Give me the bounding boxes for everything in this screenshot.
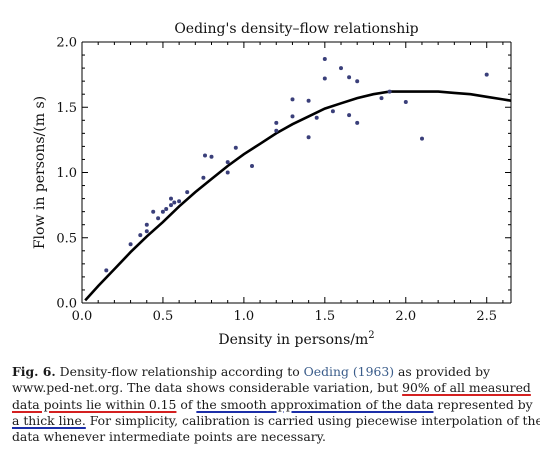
data-point xyxy=(144,222,149,227)
data-point xyxy=(151,209,156,214)
data-point xyxy=(379,96,384,101)
density-flow-chart: Oeding's density–flow relationship 0.0 0.5… xyxy=(32,21,512,348)
data-point xyxy=(339,66,343,71)
data-point xyxy=(203,153,207,158)
data-point xyxy=(225,160,230,165)
x-tick-label: 2.5 xyxy=(476,309,497,324)
data-point xyxy=(144,229,149,234)
caption-text: For simplicity, calibration is carried u… xyxy=(85,412,540,428)
data-point xyxy=(201,175,206,180)
caption-text: www.ped-net.org. The data shows consider… xyxy=(12,380,403,396)
caption-line: www.ped-net.org. The data shows consider… xyxy=(12,380,532,396)
caption-line: a thick line. For simplicity, calibratio… xyxy=(12,412,540,429)
x-tick-label: 1.0 xyxy=(234,309,255,324)
data-point xyxy=(104,268,109,273)
data-point xyxy=(387,89,392,94)
figure-label: Fig. 6. xyxy=(12,364,56,379)
data-point xyxy=(314,115,319,120)
caption-text: 90% of all measured xyxy=(402,380,531,396)
data-point xyxy=(484,72,489,77)
y-tick-label: 0.5 xyxy=(56,231,77,246)
data-point xyxy=(169,196,173,201)
chart-area: Oeding's density–flow relationship 0.0 0.5… xyxy=(32,21,512,348)
citation-link[interactable]: Oeding (1963) xyxy=(303,364,395,379)
caption-text: of xyxy=(176,396,197,412)
data-point xyxy=(322,76,327,81)
data-point xyxy=(172,200,177,205)
data-point xyxy=(274,120,279,125)
y-tick-label: 0.0 xyxy=(56,297,77,312)
data-point xyxy=(177,199,182,204)
data-point xyxy=(164,207,169,211)
figure-caption: Fig. 6. Density-flow relationship accord… xyxy=(12,364,540,445)
caption-text: represented by xyxy=(433,396,533,412)
y-tick-label: 1.0 xyxy=(56,166,77,181)
data-point xyxy=(330,109,335,114)
data-point xyxy=(274,128,279,133)
data-point xyxy=(420,136,424,141)
caption-text: data whenever intermediate points are ne… xyxy=(12,429,326,445)
data-point xyxy=(403,100,408,104)
data-point xyxy=(185,190,190,195)
caption-line: Fig. 6. Density-flow relationship accord… xyxy=(12,364,532,380)
chart-title: Oeding's density–flow relationship xyxy=(174,21,418,37)
y-tick-label: 2.0 xyxy=(56,36,77,51)
x-tick-label: 0.5 xyxy=(153,309,174,324)
data-point xyxy=(156,216,161,221)
data-point xyxy=(322,57,327,61)
caption-line: data whenever intermediate points are ne… xyxy=(12,429,532,445)
data-point xyxy=(225,170,230,175)
data-point xyxy=(347,113,352,118)
data-point xyxy=(347,75,352,80)
caption-text: a thick line. xyxy=(12,412,86,428)
fit-curve xyxy=(84,90,512,302)
x-axis-title-superscript: 2 xyxy=(368,330,374,341)
caption-text: as provided by xyxy=(394,364,491,379)
data-point xyxy=(290,97,295,102)
data-point xyxy=(128,242,133,247)
data-point xyxy=(306,98,311,103)
caption-text: Density-flow relationship according to xyxy=(55,364,304,379)
x-tick-label: 2.0 xyxy=(395,309,416,324)
data-point xyxy=(250,164,254,168)
y-axis-title: Flow in persons/(m s) xyxy=(32,96,48,249)
data-point xyxy=(138,233,143,238)
caption-text: data points lie within 0.15 xyxy=(12,396,177,412)
data-point xyxy=(355,79,360,84)
data-point xyxy=(233,145,238,150)
data-point xyxy=(160,209,165,214)
data-point xyxy=(290,114,295,119)
y-tick-label: 1.5 xyxy=(56,101,77,116)
x-tick-label: 0.0 xyxy=(72,309,93,324)
caption-line: data points lie within 0.15 of the smoot… xyxy=(12,396,533,413)
x-tick-label: 1.5 xyxy=(314,309,335,324)
data-point xyxy=(306,135,311,140)
data-point xyxy=(209,154,214,159)
caption-text: the smooth approximation of the data xyxy=(196,396,434,412)
data-point xyxy=(355,120,360,125)
x-axis-title: Density in persons/m2 xyxy=(218,330,374,348)
data-point xyxy=(169,203,173,208)
